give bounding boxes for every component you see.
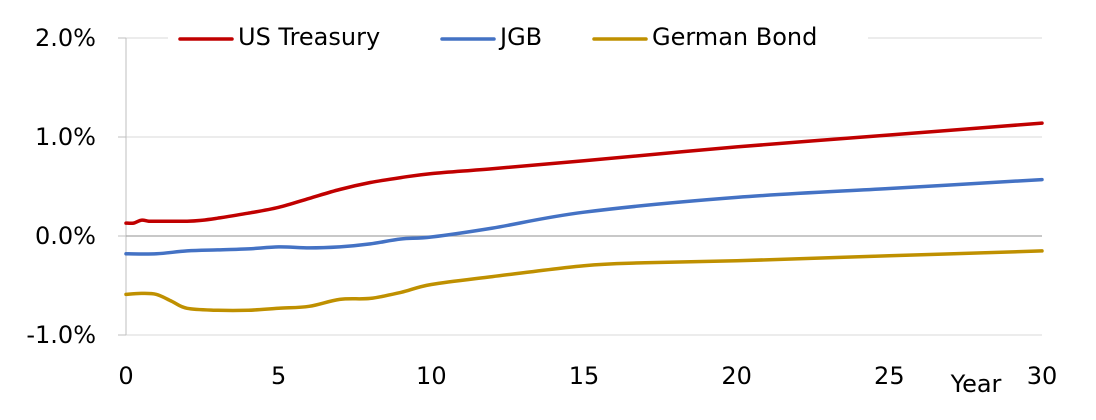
y-tick-label-1: 1.0% [35, 123, 96, 151]
legend-background [168, 22, 868, 52]
y-tick-label-0: 2.0% [35, 24, 96, 52]
x-tick-label-1: 5 [271, 362, 286, 390]
legend-label-us-treasury: US Treasury [238, 23, 380, 51]
y-tick-label-3: -1.0% [26, 321, 96, 349]
series-lines [124, 121, 1044, 313]
x-tick-label-4: 20 [721, 362, 752, 390]
series-line-us-treasury [124, 121, 1044, 226]
x-tick-label-0: 0 [118, 362, 133, 390]
legend-label-jgb: JGB [498, 23, 542, 51]
axes: 2.0% 1.0% 0.0% -1.0% 0 5 10 15 20 25 30 [26, 24, 1057, 390]
series-line-jgb [124, 177, 1044, 256]
x-tick-label-2: 10 [416, 362, 447, 390]
x-axis-title: Year [950, 370, 1002, 398]
x-tick-label-6: 30 [1027, 362, 1058, 390]
legend-label-german-bond: German Bond [652, 23, 817, 51]
y-tick-label-2: 0.0% [35, 222, 96, 250]
legend: US Treasury JGB German Bond [168, 22, 868, 52]
series-line-german-bond [124, 249, 1044, 313]
x-tick-label-5: 25 [874, 362, 905, 390]
x-tick-label-3: 15 [569, 362, 600, 390]
